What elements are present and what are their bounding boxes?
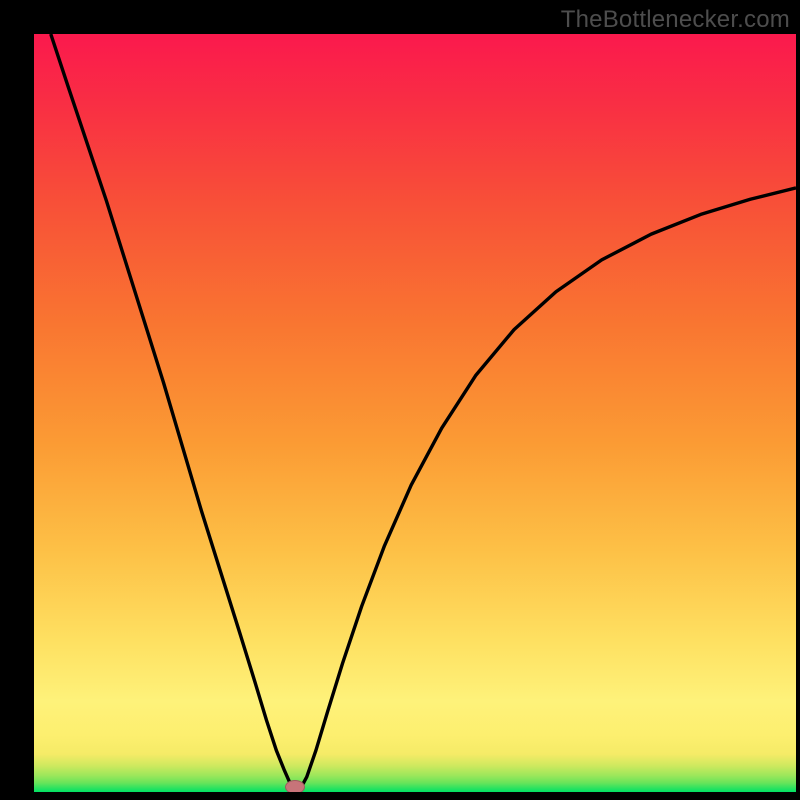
attribution-text: TheBottlenecker.com — [561, 6, 790, 34]
curve-svg — [34, 34, 796, 792]
chart-frame: TheBottlenecker.com — [0, 0, 800, 800]
minimum-marker — [285, 780, 305, 792]
plot-area — [34, 34, 796, 792]
curve-path — [51, 34, 796, 792]
